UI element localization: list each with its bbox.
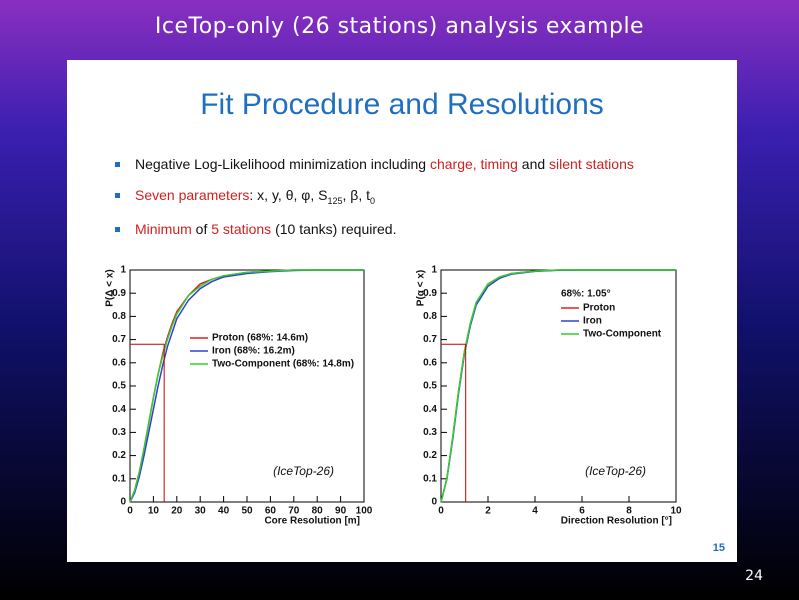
bullet-text: of xyxy=(191,220,212,237)
y-tick-label: 1 xyxy=(431,265,437,276)
legend-label: Proton (68%: 14.6m) xyxy=(212,333,308,344)
y-tick-label: 0.5 xyxy=(423,381,437,392)
y-tick-label: 0.6 xyxy=(423,357,437,368)
x-tick-label: 100 xyxy=(356,506,373,517)
x-tick-label: 0 xyxy=(127,506,133,517)
bullet: Minimum of 5 stations (10 tanks) require… xyxy=(113,221,634,237)
note: 68%: 1.05° xyxy=(561,289,611,300)
slide-number: 24 xyxy=(745,568,763,584)
bullet-text: 0 xyxy=(370,195,376,206)
x-tick-label: 80 xyxy=(312,506,324,517)
x-tick-label: 0 xyxy=(438,506,444,517)
bullet-text: 125 xyxy=(327,195,343,206)
y-tick-label: 0.8 xyxy=(112,311,126,322)
x-tick-label: 90 xyxy=(335,506,347,517)
legend-label: Proton xyxy=(583,303,615,314)
header-title: IceTop-only (26 stations) analysis examp… xyxy=(154,14,645,39)
y-tick-label: 0.9 xyxy=(112,288,126,299)
bullet-text: and xyxy=(517,156,550,172)
slide-title: Fit Procedure and Resolutions xyxy=(200,88,604,121)
x-tick-label: 10 xyxy=(670,506,682,517)
y-tick-label: 0.5 xyxy=(112,381,126,392)
x-tick-label: 40 xyxy=(218,506,230,517)
bullet-text: 5 stations xyxy=(211,220,272,237)
y-axis-label: P(Δ < x) xyxy=(105,269,116,306)
y-tick-label: 0.1 xyxy=(112,473,126,484)
series-line xyxy=(440,269,676,503)
y-tick-label: 0.7 xyxy=(112,334,126,345)
x-tick-label: 60 xyxy=(265,506,277,517)
page-number: 15 xyxy=(712,542,725,554)
x-tick-label: 8 xyxy=(626,506,632,517)
y-tick-label: 0.3 xyxy=(112,427,126,438)
series-line xyxy=(129,269,364,503)
y-tick-label: 0.4 xyxy=(112,404,126,415)
bullet: Negative Log-Likelihood minimization inc… xyxy=(113,156,634,172)
slide: Fit Procedure and Resolutions Negative L… xyxy=(67,60,737,562)
legend-label: Iron (68%: 16.2m) xyxy=(212,346,295,357)
x-tick-label: 10 xyxy=(148,506,160,517)
x-tick-label: 6 xyxy=(579,506,585,517)
y-tick-label: 0.8 xyxy=(423,311,437,322)
legend-label: Two-Component (68%: 14.8m) xyxy=(212,359,354,370)
y-tick-label: 1 xyxy=(120,265,126,276)
y-tick-label: 0.1 xyxy=(423,473,437,484)
bullet-text: , β, t xyxy=(342,187,371,203)
y-tick-label: 0 xyxy=(431,497,437,508)
x-tick-label: 70 xyxy=(288,506,300,517)
x-tick-label: 30 xyxy=(195,506,207,517)
y-tick-label: 0 xyxy=(120,497,126,508)
bullet-text: : x, y, θ, φ, S xyxy=(249,187,328,203)
x-tick-label: 2 xyxy=(485,506,491,517)
y-tick-label: 0.2 xyxy=(423,450,437,461)
annotation: (IceTop-26) xyxy=(273,464,334,478)
bullet-list: Negative Log-Likelihood minimization inc… xyxy=(113,156,634,252)
x-tick-label: 20 xyxy=(171,506,183,517)
bullet-text: Seven parameters xyxy=(135,187,250,203)
y-tick-label: 0.3 xyxy=(423,427,437,438)
legend-label: Two-Component xyxy=(583,329,662,340)
x-axis-label: Core Resolution [m] xyxy=(264,516,360,527)
x-tick-label: 50 xyxy=(241,506,253,517)
y-tick-label: 0.4 xyxy=(423,404,437,415)
bullet: Seven parameters: x, y, θ, φ, S125, β, t… xyxy=(113,187,634,206)
y-axis-label: P(α < x) xyxy=(416,270,427,306)
legend-label: Iron xyxy=(583,316,602,327)
bullet-text: Negative Log-Likelihood minimization inc… xyxy=(135,156,430,172)
x-axis-label: Direction Resolution [°] xyxy=(561,516,672,527)
y-tick-label: 0.9 xyxy=(423,288,437,299)
y-tick-label: 0.2 xyxy=(112,450,126,461)
charts: 00.10.20.30.40.50.60.70.80.910 10 20 30 40 50… xyxy=(105,265,682,527)
x-tick-label: 4 xyxy=(532,506,538,517)
bullet-text: Minimum xyxy=(135,220,192,237)
y-tick-label: 0.6 xyxy=(112,357,126,368)
bullet-text: charge, timing xyxy=(429,156,518,172)
bullet-text: (10 tanks) required. xyxy=(271,220,397,237)
y-tick-label: 0.7 xyxy=(423,334,437,345)
bullet-text: silent stations xyxy=(549,156,634,172)
annotation: (IceTop-26) xyxy=(585,464,646,478)
